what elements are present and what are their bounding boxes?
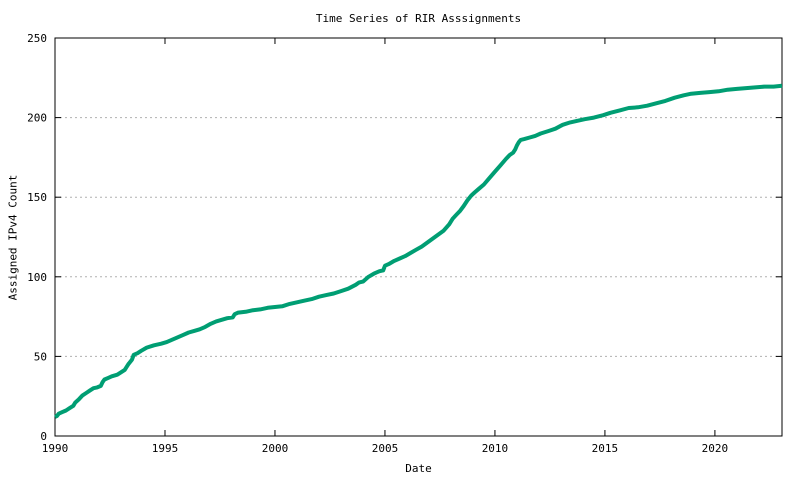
x-axis-title: Date bbox=[405, 462, 432, 475]
y-tick-label: 200 bbox=[27, 112, 47, 125]
y-tick-label: 0 bbox=[40, 430, 47, 443]
y-tick-label: 50 bbox=[34, 350, 47, 363]
y-tick-label: 250 bbox=[27, 32, 47, 45]
x-tick-label: 1995 bbox=[152, 442, 179, 455]
x-tick-label: 2015 bbox=[592, 442, 619, 455]
data-line bbox=[54, 83, 783, 419]
x-tick-label: 2010 bbox=[482, 442, 509, 455]
plot-border bbox=[54, 37, 783, 437]
y-tick-label: 100 bbox=[27, 271, 47, 284]
x-tick-label: 2000 bbox=[262, 442, 289, 455]
chart-title: Time Series of RIR Asssignments bbox=[315, 12, 522, 25]
x-tick-label: 2020 bbox=[702, 442, 729, 455]
x-tick-label: 1990 bbox=[42, 442, 69, 455]
y-tick-label: 150 bbox=[27, 191, 47, 204]
x-tick-label: 2005 bbox=[372, 442, 399, 455]
